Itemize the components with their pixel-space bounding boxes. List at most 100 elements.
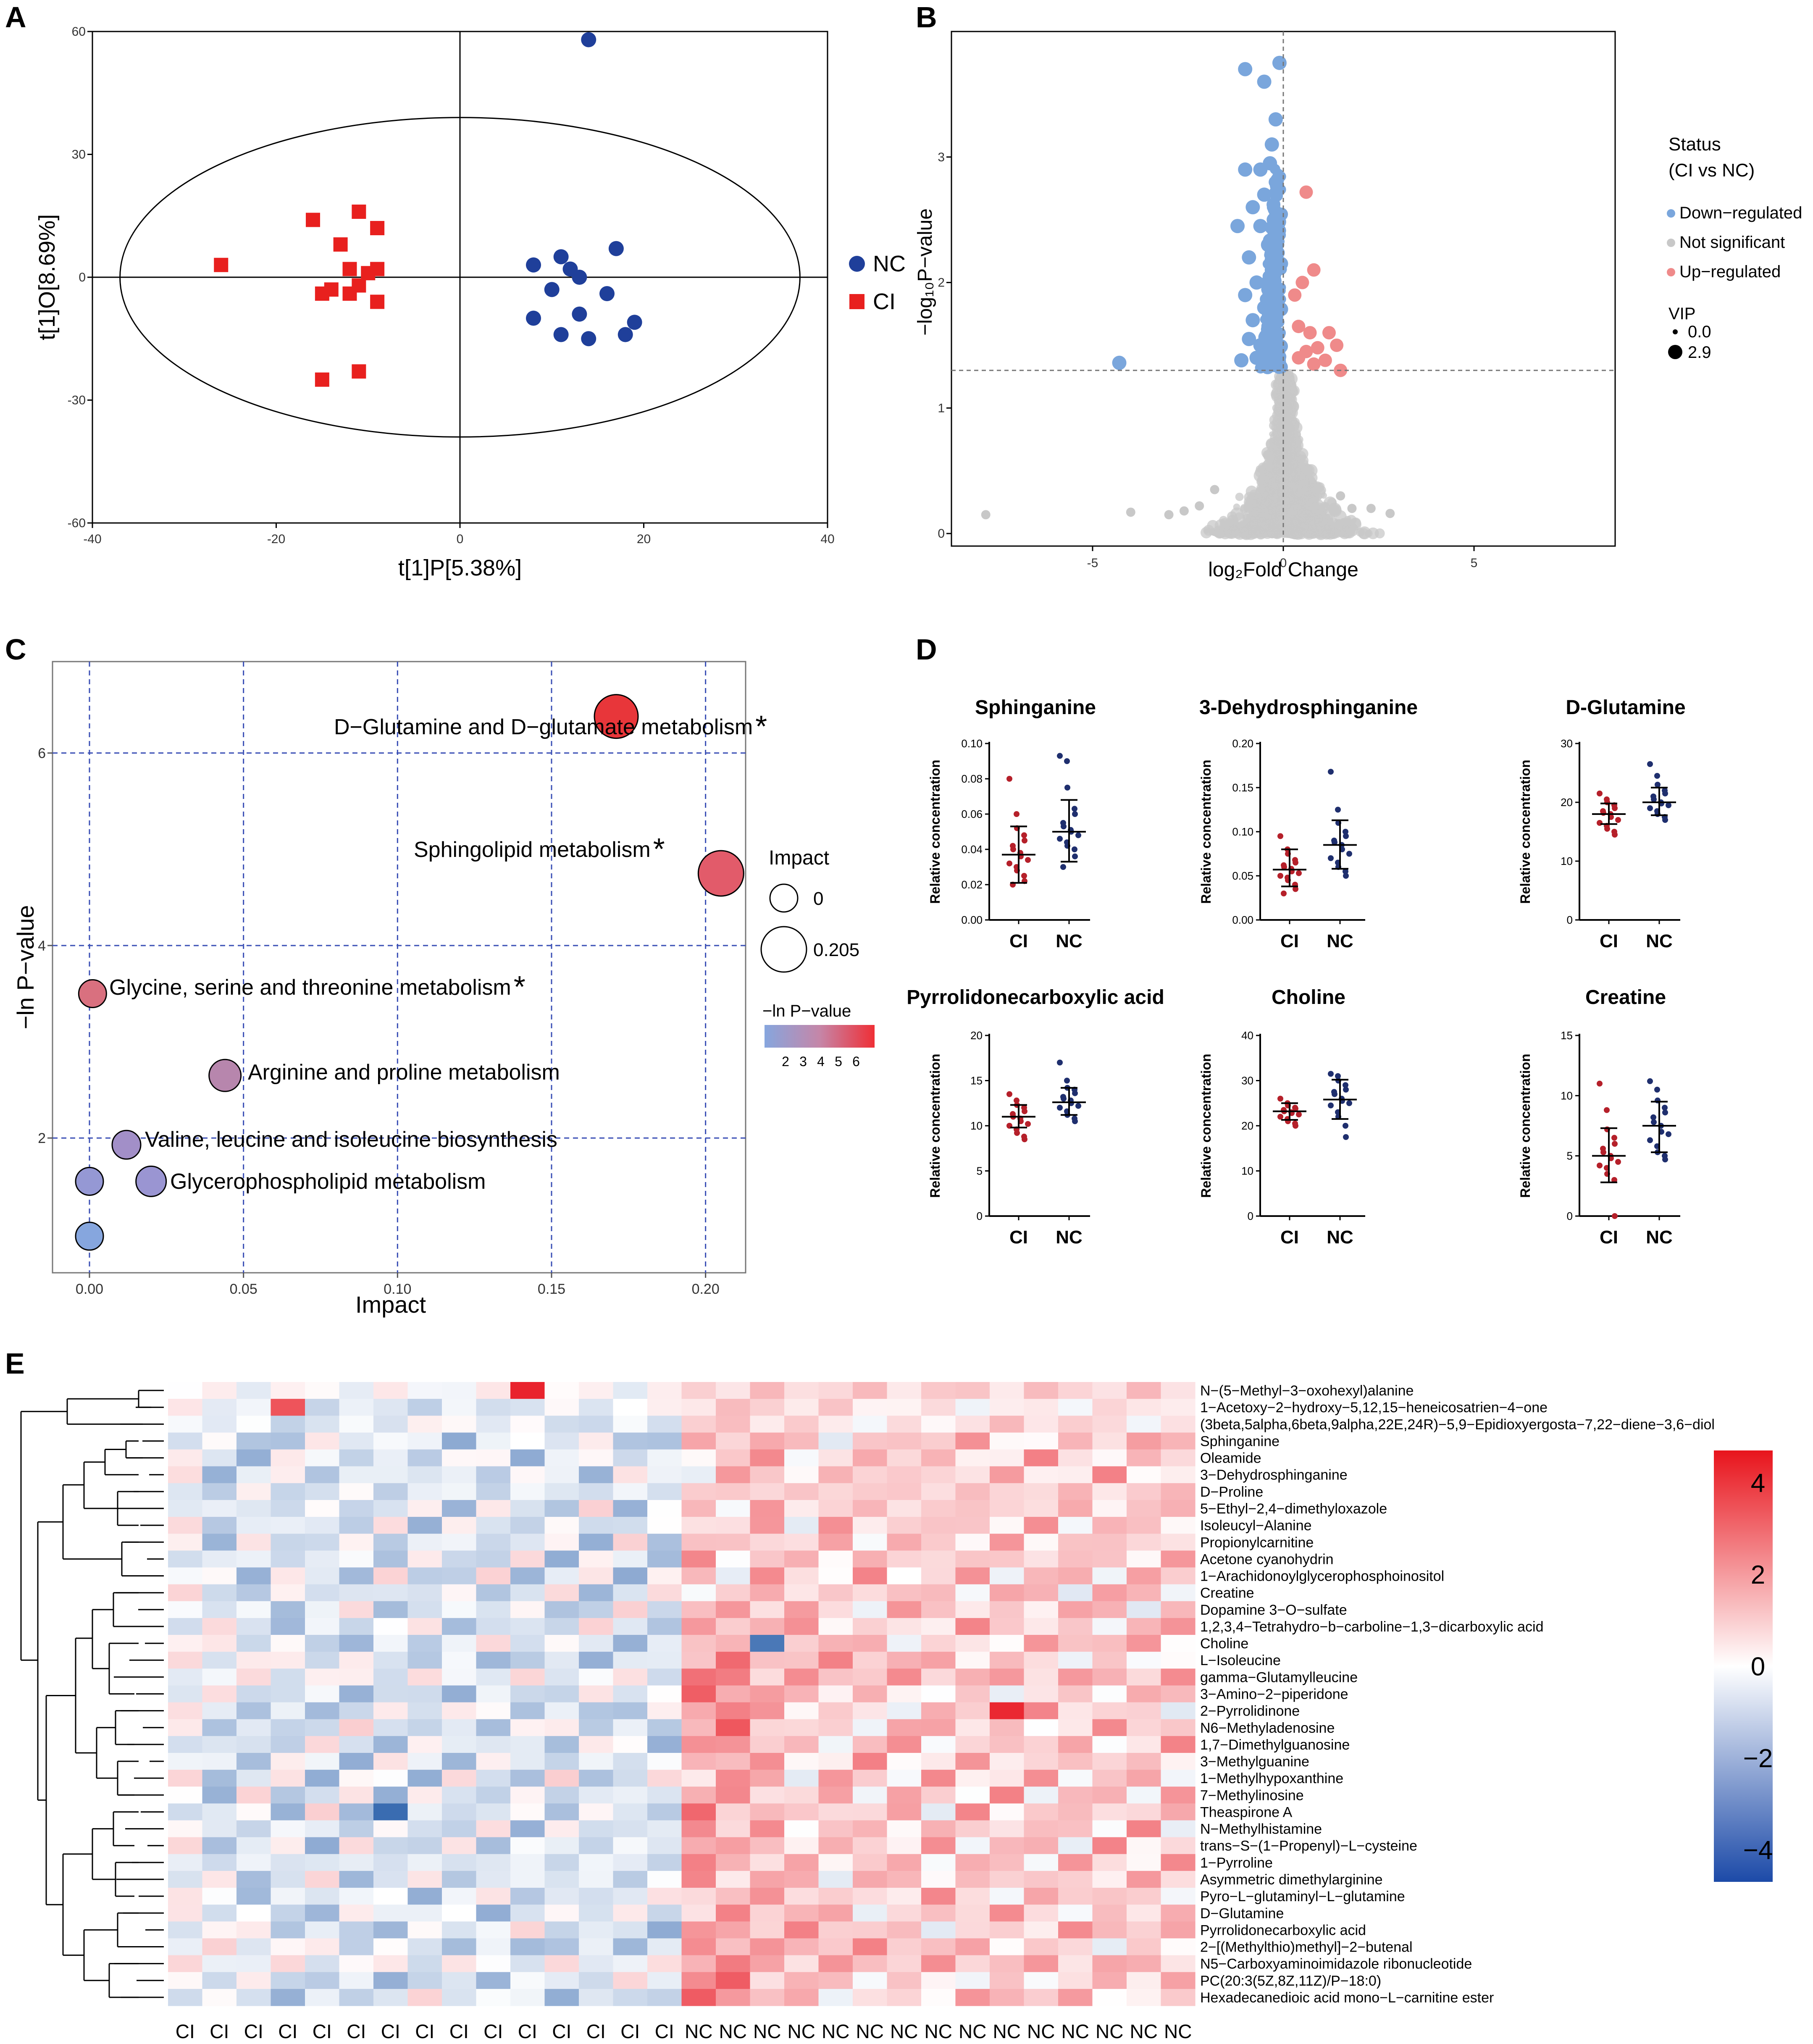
- heatmap-cell: [442, 1905, 477, 1922]
- nc-data-point: [1057, 753, 1063, 759]
- group-label: NC: [1646, 1227, 1673, 1248]
- heatmap-cell: [476, 1989, 511, 2006]
- heatmap-cell: [750, 1719, 785, 1737]
- heatmap-cell: [818, 1871, 853, 1888]
- heatmap-cell: [921, 1668, 956, 1686]
- heatmap-cell: [1127, 1432, 1161, 1450]
- heatmap-cell: [202, 1550, 237, 1568]
- heatmap-cell: [613, 1905, 648, 1922]
- heatmap-cell: [716, 1905, 751, 1922]
- heatmap-cell: [1058, 1517, 1093, 1534]
- heatmap-cell: [168, 1399, 203, 1416]
- heatmap-cell: [647, 1449, 682, 1467]
- heatmap-cell: [647, 1854, 682, 1871]
- heatmap-row-label: N−Methylhistamine: [1200, 1821, 1322, 1837]
- heatmap-cell: [887, 1584, 922, 1602]
- heatmap-cell: [1127, 1618, 1161, 1635]
- nc-data-point: [1662, 791, 1668, 796]
- heatmap-cell: [373, 1584, 408, 1602]
- heatmap-cell: [407, 1888, 442, 1905]
- heatmap-cell: [236, 1399, 271, 1416]
- heatmap-cell: [407, 1550, 442, 1568]
- heatmap-cell: [339, 1432, 374, 1450]
- nc-data-point: [1650, 1114, 1656, 1120]
- heatmap-cell: [373, 1854, 408, 1871]
- heatmap-cell: [271, 1483, 305, 1500]
- up-regulated-point: [1307, 357, 1321, 371]
- heatmap-cell: [236, 1635, 271, 1652]
- heatmap-cell: [168, 1652, 203, 1669]
- heatmap-cell: [476, 1534, 511, 1551]
- heatmap-cell: [407, 1803, 442, 1821]
- heatmap-cell: [373, 1770, 408, 1787]
- heatmap-cell: [168, 1567, 203, 1585]
- ci-data-point: [1021, 832, 1027, 838]
- group-label: NC: [1327, 1227, 1353, 1248]
- heatmap-cell: [990, 1854, 1025, 1871]
- heatmap-cell: [716, 1989, 751, 2006]
- heatmap-cell: [202, 1787, 237, 1804]
- not-significant-point: [1336, 491, 1345, 501]
- heatmap-cell: [750, 1820, 785, 1838]
- heatmap-cell: [1024, 1483, 1059, 1500]
- nc-data-point: [1072, 806, 1077, 812]
- down-regulated-point: [1242, 250, 1256, 265]
- heatmap-cell: [544, 1483, 579, 1500]
- ci-square-point: [333, 237, 348, 252]
- heatmap-cell: [544, 1921, 579, 1939]
- heatmap-cell: [887, 1399, 922, 1416]
- not-significant-point: [1272, 516, 1279, 523]
- ci-data-point: [1006, 1091, 1012, 1097]
- heatmap-cell: [1058, 1685, 1093, 1703]
- group-label: CI: [1280, 1227, 1299, 1248]
- heatmap-column-label: NC: [1164, 2020, 1192, 2042]
- heatmap-cell: [1092, 1635, 1127, 1652]
- heatmap-cell: [681, 1989, 716, 2006]
- ci-data-point: [1293, 859, 1298, 866]
- down-regulated-point: [1268, 307, 1283, 321]
- down-regulated-point: [1272, 172, 1280, 180]
- heatmap-cell: [681, 1584, 716, 1602]
- colorbar-tick-label: 0: [1751, 1653, 1765, 1681]
- not-significant-point: [1275, 399, 1283, 406]
- heatmap-cell: [476, 1550, 511, 1568]
- nc-data-point: [1075, 1103, 1081, 1109]
- heatmap-cell: [990, 1668, 1025, 1686]
- y-tick-label: 0: [977, 1210, 983, 1222]
- heatmap-cell: [236, 1905, 271, 1922]
- not-significant-point: [1211, 530, 1217, 536]
- heatmap-cell: [202, 1702, 237, 1720]
- heatmap-cell: [271, 1652, 305, 1669]
- heatmap-cell: [168, 1432, 203, 1450]
- heatmap-cell: [339, 1921, 374, 1939]
- heatmap-cell: [236, 1921, 271, 1939]
- heatmap-cell: [818, 1668, 853, 1686]
- heatmap-cell: [202, 1955, 237, 1973]
- heatmap-cell: [407, 1466, 442, 1484]
- heatmap-cell: [955, 1955, 990, 1973]
- heatmap-cell: [544, 1854, 579, 1871]
- heatmap-cell: [955, 1517, 990, 1534]
- down-regulated-point: [1257, 74, 1272, 89]
- heatmap-cell: [784, 1770, 819, 1787]
- heatmap-cell: [1161, 1668, 1196, 1686]
- not-significant-point: [1344, 526, 1355, 537]
- heatmap-cell: [168, 1668, 203, 1686]
- heatmap-cell: [921, 1685, 956, 1703]
- heatmap-cell: [818, 1483, 853, 1500]
- heatmap-cell: [510, 1787, 545, 1804]
- heatmap-cell: [613, 1955, 648, 1973]
- pathway-label: Valine, leucine and isoleucine biosynthe…: [145, 1127, 557, 1152]
- heatmap-cell: [339, 1517, 374, 1534]
- significance-star: *: [653, 833, 665, 866]
- not-significant-point: [1277, 465, 1285, 473]
- heatmap-cell: [305, 1921, 340, 1939]
- heatmap-cell: [168, 1382, 203, 1399]
- heatmap-cell: [818, 1854, 853, 1871]
- not-significant-point: [1276, 483, 1285, 491]
- nc-data-point: [1072, 853, 1078, 859]
- heatmap-cell: [168, 1584, 203, 1602]
- heatmap-cell: [750, 1449, 785, 1467]
- nc-data-point: [1332, 1091, 1337, 1097]
